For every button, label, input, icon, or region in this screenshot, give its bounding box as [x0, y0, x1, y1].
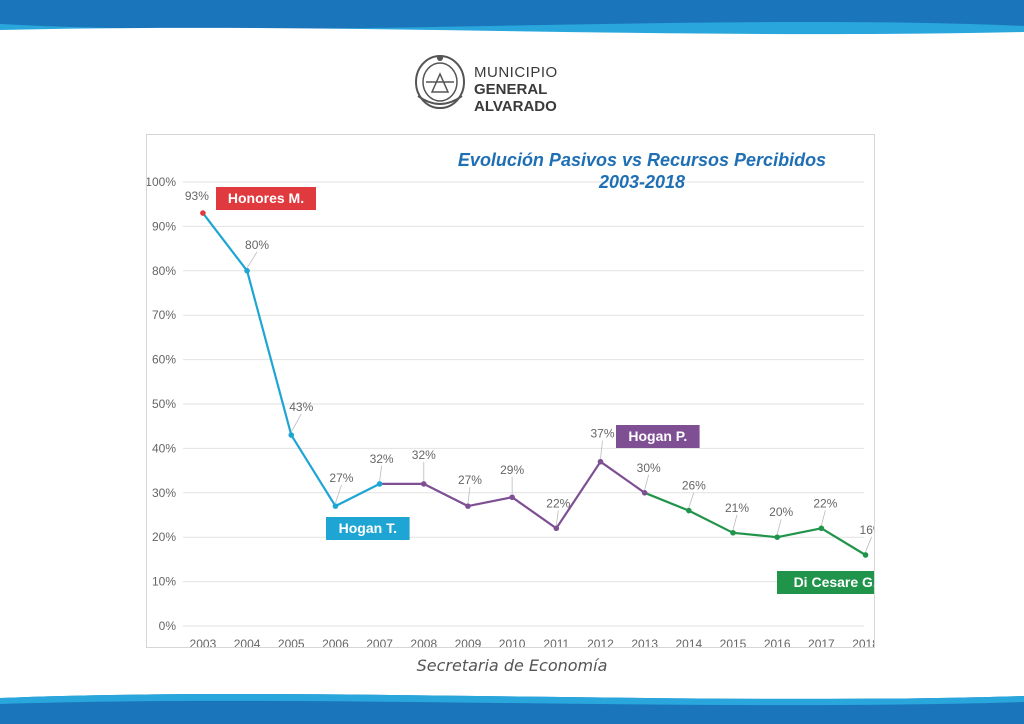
- period-tag-background: [616, 425, 700, 448]
- x-tick-label: 2005: [278, 637, 305, 647]
- data-label-leader: [732, 514, 738, 530]
- period-tag-background: [326, 517, 410, 540]
- municipality-logo: MUNICIPIO GENERAL ALVARADO: [412, 52, 622, 115]
- data-point: [553, 525, 560, 532]
- x-tick-label: 2016: [764, 637, 791, 647]
- data-label: 26%: [682, 479, 706, 493]
- data-point: [730, 529, 736, 536]
- period-tag: Hogan T.: [326, 517, 410, 540]
- data-label-leader: [467, 487, 471, 504]
- chart-title-block: Evolución Pasivos vs Recursos Percibidos…: [427, 149, 857, 193]
- data-point: [774, 534, 780, 540]
- y-tick-label: 70%: [152, 308, 176, 322]
- coat-of-arms-icon: [415, 55, 465, 109]
- data-label: 93%: [185, 189, 209, 203]
- x-tick-label: 2007: [366, 637, 393, 647]
- logo-line-2: GENERAL ALVARADO: [474, 81, 557, 115]
- data-label: 43%: [289, 400, 313, 414]
- y-tick-label: 30%: [152, 486, 176, 500]
- period-tag-label: Honores M.: [228, 190, 304, 206]
- series-line-segment: [644, 491, 867, 556]
- footer-text: Secretaria de Economía: [416, 656, 608, 675]
- data-point: [686, 507, 692, 514]
- data-point: [862, 552, 869, 558]
- data-label: 29%: [500, 463, 524, 477]
- data-label-leader: [820, 510, 826, 526]
- y-tick-label: 60%: [152, 353, 176, 367]
- x-tick-label: 2013: [631, 637, 658, 647]
- data-label: 32%: [370, 452, 394, 466]
- x-tick-label: 2018: [852, 637, 874, 647]
- data-label: 37%: [590, 427, 614, 441]
- data-label: 20%: [769, 505, 793, 519]
- data-point: [376, 481, 383, 487]
- y-tick-label: 10%: [152, 575, 176, 589]
- data-label: 22%: [813, 496, 837, 510]
- y-tick-label: 80%: [152, 264, 176, 278]
- data-label-leader: [379, 465, 383, 481]
- bottom-decorative-band: [0, 686, 1024, 724]
- y-tick-label: 100%: [147, 175, 176, 189]
- data-label: 21%: [725, 501, 749, 515]
- x-tick-label: 2008: [410, 637, 437, 647]
- data-label: 80%: [245, 238, 269, 252]
- x-tick-label: 2003: [190, 637, 217, 647]
- data-label: 32%: [412, 448, 436, 462]
- y-tick-label: 50%: [152, 397, 176, 411]
- data-label-leader: [246, 251, 258, 269]
- period-tag: Di Cesare G.: [777, 571, 894, 594]
- data-label-leader: [335, 484, 342, 504]
- data-label-leader: [644, 474, 650, 490]
- chart-container: 0% 10% 20% 30% 40% 50% 60% 70% 80% 90% 100% 2003 200…: [145, 134, 894, 651]
- x-tick-label: 2017: [808, 637, 835, 647]
- data-label-leader: [290, 413, 302, 433]
- data-label: 27%: [329, 471, 353, 485]
- data-point: [244, 268, 250, 274]
- period-tag: Honores M.: [216, 187, 316, 210]
- x-tick-label: 2010: [499, 637, 526, 647]
- data-point: [509, 494, 515, 501]
- x-tick-label: 2009: [455, 637, 482, 647]
- x-tick-label: 2015: [720, 637, 747, 647]
- y-tick-label: 40%: [152, 441, 176, 455]
- chart-title: Evolución Pasivos vs Recursos Percibidos: [457, 150, 827, 170]
- logo-line-1: MUNICIPIO: [474, 64, 558, 81]
- period-tag-label: Di Cesare G.: [794, 574, 874, 590]
- x-tick-label: 2012: [587, 637, 614, 647]
- data-point: [288, 432, 295, 438]
- period-tag-label: Hogan T.: [339, 520, 397, 536]
- data-point: [420, 481, 427, 487]
- y-tick-label: 0%: [159, 619, 177, 633]
- x-tick-label: 2011: [543, 637, 569, 647]
- period-tag-label: Hogan P.: [628, 428, 687, 444]
- x-tick-label: 2004: [234, 637, 261, 647]
- data-label-leader: [865, 536, 872, 553]
- data-point: [465, 503, 471, 509]
- data-label: 16%: [860, 523, 874, 537]
- data-point: [597, 458, 604, 465]
- data-label-leader: [555, 510, 559, 526]
- y-tick-label: 20%: [152, 530, 176, 544]
- x-tick-label: 2006: [322, 637, 349, 647]
- period-tag-background: [777, 571, 894, 594]
- data-point: [332, 503, 339, 509]
- period-tag: Hogan P.: [616, 425, 700, 448]
- top-decorative-band: [0, 0, 1024, 36]
- period-tag-background: [216, 187, 316, 210]
- line-chart: 0% 10% 20% 30% 40% 50% 60% 70% 80% 90% 100% 2003 200…: [145, 175, 894, 651]
- data-label-leader: [600, 440, 603, 459]
- data-label: 30%: [637, 461, 661, 475]
- data-point: [818, 525, 825, 532]
- chart-subtitle: 2003-2018: [598, 172, 686, 192]
- data-label-leader: [688, 492, 695, 508]
- data-point: [641, 490, 648, 496]
- data-point: [200, 210, 206, 216]
- data-label-leader: [776, 519, 782, 535]
- y-tick-label: 90%: [152, 219, 176, 233]
- data-label: 22%: [546, 496, 570, 510]
- data-label: 27%: [458, 473, 482, 487]
- x-tick-label: 2014: [675, 637, 702, 647]
